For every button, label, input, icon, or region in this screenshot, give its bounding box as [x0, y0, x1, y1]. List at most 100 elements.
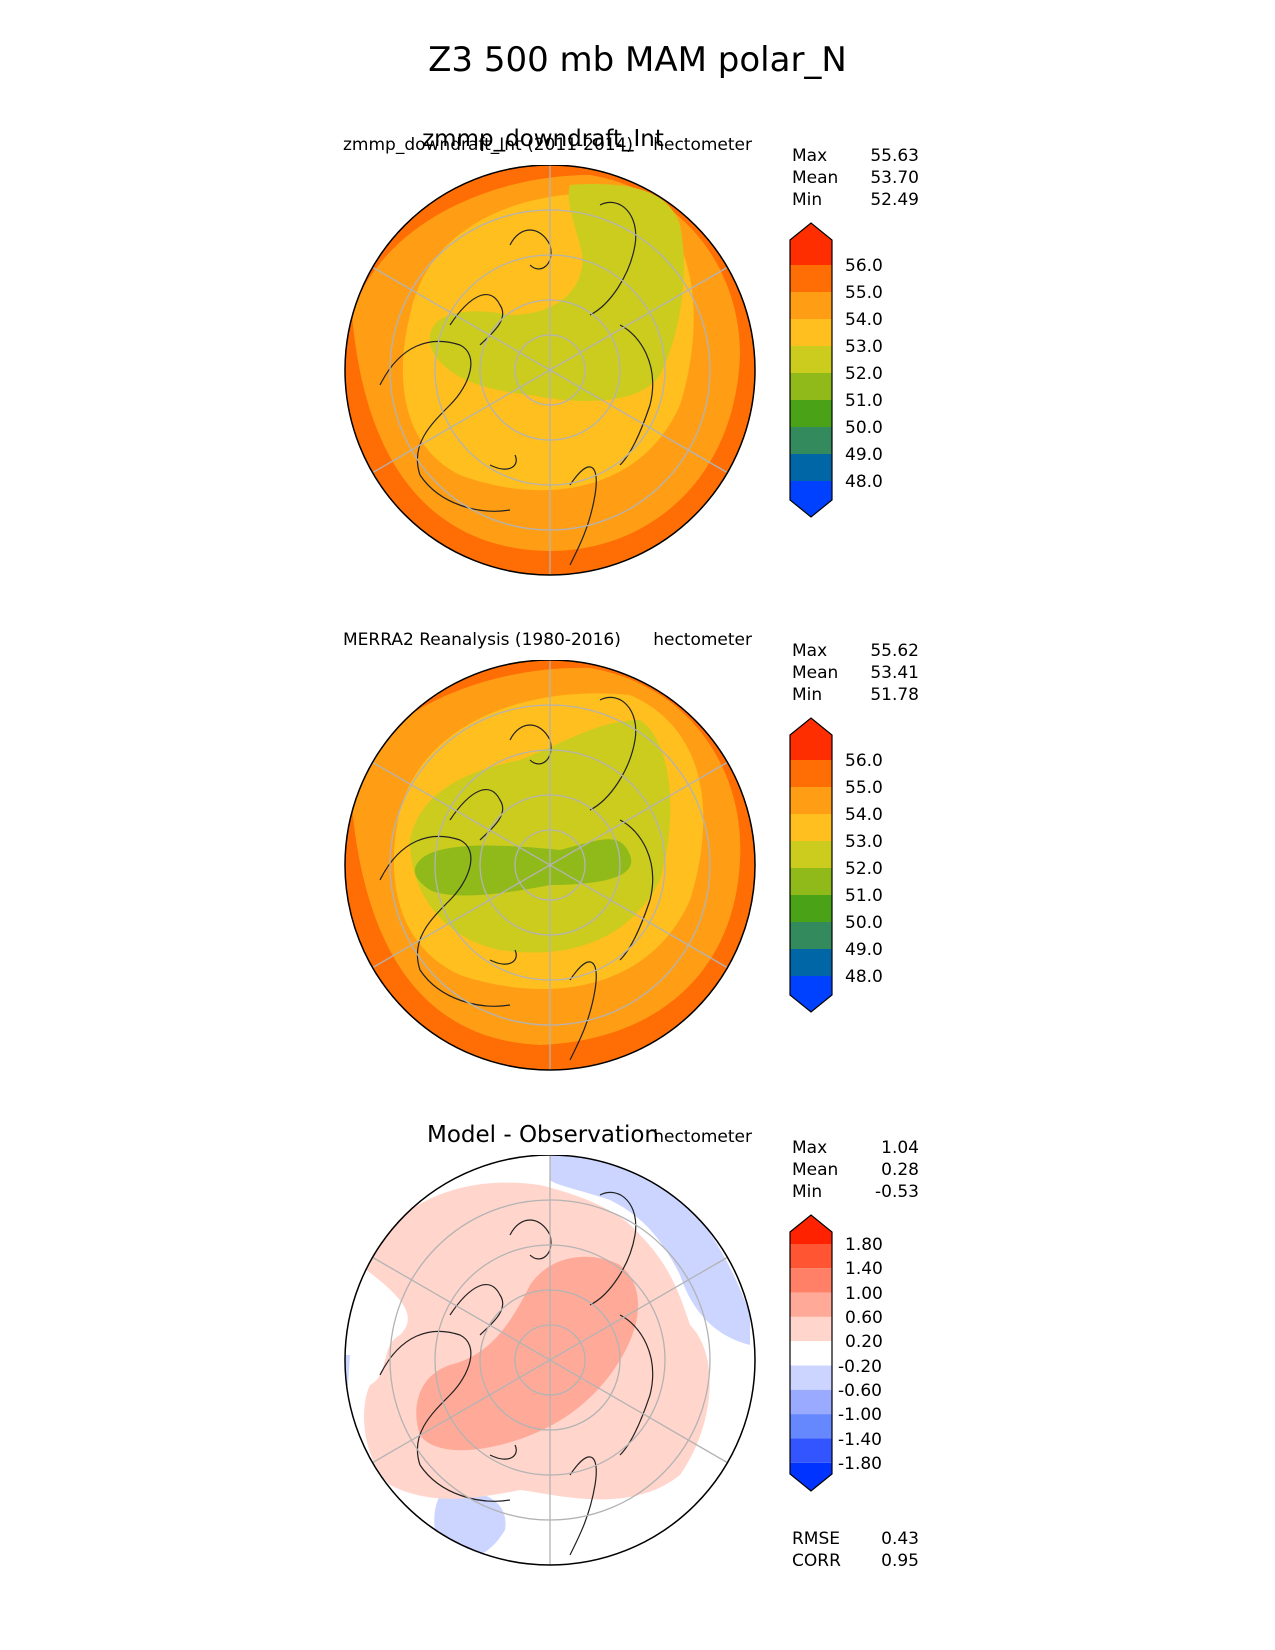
stat-value: 0.28	[881, 1160, 919, 1180]
cbar-tick-label: 51.0	[845, 391, 883, 411]
cbar-swatch	[790, 868, 832, 895]
stat-label: RMSE	[792, 1529, 841, 1549]
cbar-tick-label: 48.0	[845, 472, 883, 492]
panel-3-units: hectometer	[653, 1127, 752, 1147]
panel-3-colorbar: 1.80 1.40 1.00 0.60 0.20 -0.20 -0.60 -1.…	[789, 1214, 883, 1492]
cbar-swatch	[790, 1462, 832, 1491]
cbar-swatch	[790, 292, 832, 319]
cbar-tick-label: 54.0	[845, 805, 883, 825]
diff-band-neg	[550, 1155, 750, 1345]
cbar-swatch	[790, 1316, 832, 1342]
stat-value: -0.53	[875, 1182, 919, 1202]
stat-value: 52.49	[870, 190, 919, 210]
cbar-swatch	[790, 760, 832, 787]
diff-band-pos-mid	[416, 1256, 639, 1451]
panel-1-colorbar: 56.0 55.0 54.0 53.0 52.0 51.0 50.0 49.0 …	[789, 222, 883, 518]
panel-2-boundary	[344, 660, 756, 1071]
cbar-swatch	[790, 841, 832, 868]
cbar-tick-label: 54.0	[845, 310, 883, 330]
cbar-tick-label: -0.60	[838, 1381, 882, 1401]
cbar-swatch	[790, 814, 832, 841]
panel-2-stats: Max 55.62 Mean 53.41 Min 51.78	[792, 640, 919, 706]
cbar-swatch	[790, 1292, 832, 1317]
cbar-swatch	[790, 454, 832, 481]
cbar-tick-label: 52.0	[845, 859, 883, 879]
cbar-tick-label: 56.0	[845, 256, 883, 276]
cbar-tick-label: 0.20	[845, 1332, 883, 1352]
stat-value: 53.70	[870, 168, 919, 188]
cbar-swatch	[790, 787, 832, 814]
stat-value: 1.04	[881, 1138, 919, 1158]
panel-1-map	[344, 165, 756, 576]
panel-2-map	[344, 660, 756, 1071]
panel-1-boundary	[344, 165, 756, 576]
cbar-tick-label: 55.0	[845, 283, 883, 303]
figure-title: Z3 500 mb MAM polar_N	[428, 40, 847, 80]
stat-label: Max	[792, 1138, 828, 1158]
cbar-swatch	[790, 346, 832, 373]
stat-label: CORR	[792, 1551, 841, 1571]
cbar-tick-label: 53.0	[845, 337, 883, 357]
panel-3-boundary	[344, 1155, 756, 1566]
cbar-tick-label: 56.0	[845, 751, 883, 771]
panel-2-colorbar: 56.0 55.0 54.0 53.0 52.0 51.0 50.0 49.0 …	[789, 717, 883, 1013]
panel-1-stats: Max 55.63 Mean 53.70 Min 52.49	[792, 145, 919, 211]
cbar-swatch	[790, 922, 832, 949]
cbar-tick-label: -1.80	[838, 1454, 882, 1474]
cbar-swatch	[790, 895, 832, 922]
cbar-swatch	[790, 1438, 832, 1463]
cbar-swatch	[790, 427, 832, 454]
panel-2-left-label: MERRA2 Reanalysis (1980-2016)	[343, 630, 621, 650]
cbar-swatch	[790, 949, 832, 976]
cbar-tick-label: 48.0	[845, 967, 883, 987]
stat-label: Min	[792, 685, 823, 705]
cbar-tick-label: 55.0	[845, 778, 883, 798]
cbar-tick-label: 51.0	[845, 886, 883, 906]
stat-label: Min	[792, 1182, 823, 1202]
stat-label: Max	[792, 146, 828, 166]
stat-label: Max	[792, 641, 828, 661]
cbar-swatch	[790, 976, 832, 1012]
cbar-tick-label: 50.0	[845, 913, 883, 933]
stat-label: Min	[792, 190, 823, 210]
stat-value: 55.63	[870, 146, 919, 166]
cbar-tick-label: 52.0	[845, 364, 883, 384]
cbar-tick-label: 50.0	[845, 418, 883, 438]
cbar-tick-label: 1.40	[845, 1259, 883, 1279]
panel-3-graticule	[371, 1155, 729, 1565]
panel-3-extra-stats: RMSE 0.43 CORR 0.95	[792, 1528, 919, 1572]
cbar-swatch	[790, 481, 832, 517]
cbar-tick-label: 49.0	[845, 940, 883, 960]
cbar-swatch	[790, 1365, 832, 1390]
panel-3-stats: Max 1.04 Mean 0.28 Min -0.53	[792, 1137, 919, 1203]
cbar-tick-label: 53.0	[845, 832, 883, 852]
cbar-tick-label: -0.20	[838, 1357, 882, 1377]
cbar-swatch	[790, 1341, 832, 1366]
cbar-swatch	[790, 265, 832, 292]
panel-3-map	[344, 1155, 756, 1566]
stat-label: Mean	[792, 168, 839, 188]
stat-value: 0.43	[881, 1529, 919, 1549]
stat-label: Mean	[792, 663, 839, 683]
cbar-swatch	[790, 718, 832, 760]
cbar-swatch	[790, 400, 832, 427]
stat-value: 55.62	[870, 641, 919, 661]
panel-1-units: hectometer	[653, 135, 752, 155]
panel-2-units: hectometer	[653, 630, 752, 650]
cbar-swatch	[790, 223, 832, 265]
cbar-tick-label: -1.00	[838, 1405, 882, 1425]
cbar-swatch	[790, 1244, 832, 1269]
cbar-tick-label: 49.0	[845, 445, 883, 465]
cbar-swatch	[790, 1215, 832, 1244]
stat-value: 53.41	[870, 663, 919, 683]
panel-1-left-label: zmmp_downdraft_Int (2011-2014)	[343, 135, 634, 155]
stat-label: Mean	[792, 1160, 839, 1180]
cbar-swatch	[790, 1414, 832, 1439]
cbar-swatch	[790, 1389, 832, 1415]
panel-2-graticule	[371, 660, 729, 1070]
diff-band-neg	[345, 1355, 350, 1387]
field-band-52-53	[429, 184, 684, 401]
panel-1-title: zmmp_downdraft_Int	[422, 126, 664, 152]
stat-value: 0.95	[881, 1551, 919, 1571]
stat-value: 51.78	[870, 685, 919, 705]
